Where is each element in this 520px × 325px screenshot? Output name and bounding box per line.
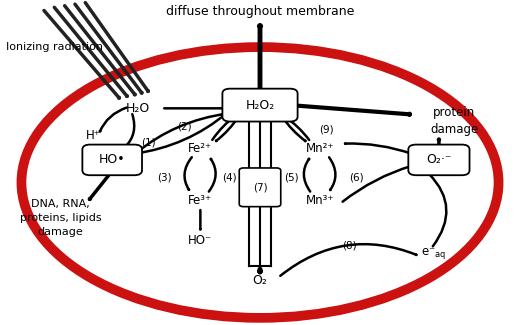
Text: HO•: HO• [99, 153, 125, 166]
Text: Mn²⁺: Mn²⁺ [305, 142, 334, 155]
Text: (1): (1) [141, 137, 156, 147]
Text: diffuse throughout membrane: diffuse throughout membrane [166, 5, 354, 18]
Text: Mn³⁺: Mn³⁺ [305, 194, 334, 207]
Text: (2): (2) [177, 121, 192, 131]
Text: DNA, RNA,
proteins, lipids
damage: DNA, RNA, proteins, lipids damage [20, 199, 101, 237]
Text: Fe³⁺: Fe³⁺ [188, 194, 213, 207]
Text: protein
damage: protein damage [431, 106, 478, 136]
FancyBboxPatch shape [239, 168, 281, 207]
Text: Ionizing radiation: Ionizing radiation [6, 42, 103, 52]
FancyBboxPatch shape [82, 145, 142, 175]
Text: H₂O₂: H₂O₂ [245, 98, 275, 111]
Text: (6): (6) [348, 173, 363, 183]
Text: (5): (5) [284, 173, 298, 183]
Text: O₂: O₂ [253, 274, 267, 287]
Text: H₂O: H₂O [126, 102, 150, 115]
Text: (7): (7) [253, 182, 267, 192]
Text: Fe²⁺: Fe²⁺ [188, 142, 213, 155]
Text: H⁺: H⁺ [86, 129, 100, 142]
Text: HO⁻: HO⁻ [188, 234, 213, 247]
Text: (8): (8) [342, 240, 357, 250]
FancyBboxPatch shape [223, 89, 297, 122]
FancyBboxPatch shape [408, 145, 470, 175]
Text: e⁻$_{\mathregular{aq}}$: e⁻$_{\mathregular{aq}}$ [421, 246, 446, 261]
Text: O₂·⁻: O₂·⁻ [426, 153, 452, 166]
Text: (4): (4) [223, 173, 237, 183]
Text: (9): (9) [319, 124, 334, 134]
Text: (3): (3) [157, 173, 172, 183]
